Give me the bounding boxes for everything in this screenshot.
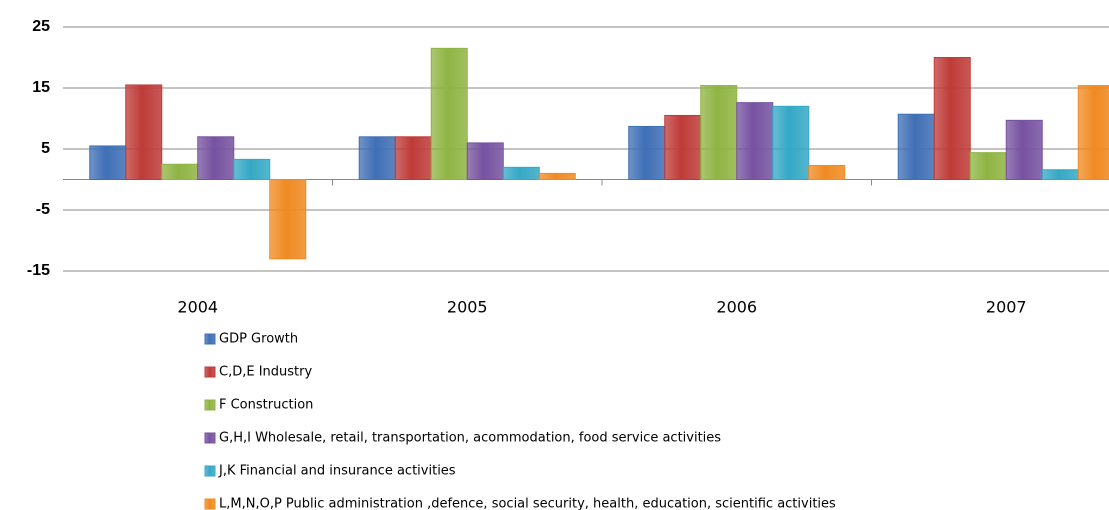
bar xyxy=(89,145,127,180)
y-tick-label: -15 xyxy=(27,262,50,279)
bar xyxy=(466,142,504,180)
bar xyxy=(197,136,235,181)
y-tick-label: -5 xyxy=(36,201,50,218)
y-tick-label: 15 xyxy=(32,79,50,96)
legend-swatch xyxy=(204,366,216,378)
bar xyxy=(628,125,666,180)
x-tick-label: 2004 xyxy=(177,298,218,317)
bar xyxy=(161,163,199,180)
bar xyxy=(538,172,576,180)
bar xyxy=(1005,119,1043,180)
legend-label: J,K Financial and insurance activities xyxy=(218,464,456,479)
bar xyxy=(969,152,1007,181)
bar xyxy=(502,166,540,181)
legend-swatch xyxy=(204,399,216,411)
legend-label: L,M,N,O,P Public administration ,defence… xyxy=(219,497,836,510)
legend-swatch xyxy=(204,432,216,444)
bar xyxy=(430,47,468,180)
bar xyxy=(700,85,738,180)
bar xyxy=(1077,85,1109,180)
legend-swatch xyxy=(204,465,216,477)
y-tick-label: 25 xyxy=(32,18,50,35)
x-tick-label: 2006 xyxy=(716,298,757,317)
legend-label: GDP Growth xyxy=(219,332,298,347)
x-tick-label: 2005 xyxy=(447,298,488,317)
legend-label: G,H,I Wholesale, retail, transportation,… xyxy=(219,431,721,446)
bar xyxy=(897,113,935,180)
bar xyxy=(808,164,846,181)
y-tick-label: 5 xyxy=(41,140,50,157)
legend-label: F Construction xyxy=(219,398,313,413)
bar xyxy=(269,179,307,260)
legend-swatch xyxy=(204,333,216,345)
bar xyxy=(394,136,432,181)
x-tick-label: 2007 xyxy=(986,298,1027,317)
bar xyxy=(233,158,271,180)
bar xyxy=(772,105,810,180)
bar xyxy=(736,102,774,180)
bar xyxy=(358,136,396,181)
bar xyxy=(933,57,971,180)
bar xyxy=(1041,169,1079,181)
legend-label: C,D,E Industry xyxy=(219,365,312,380)
bar xyxy=(125,84,163,180)
bar xyxy=(664,114,702,180)
legend-swatch xyxy=(204,498,216,510)
